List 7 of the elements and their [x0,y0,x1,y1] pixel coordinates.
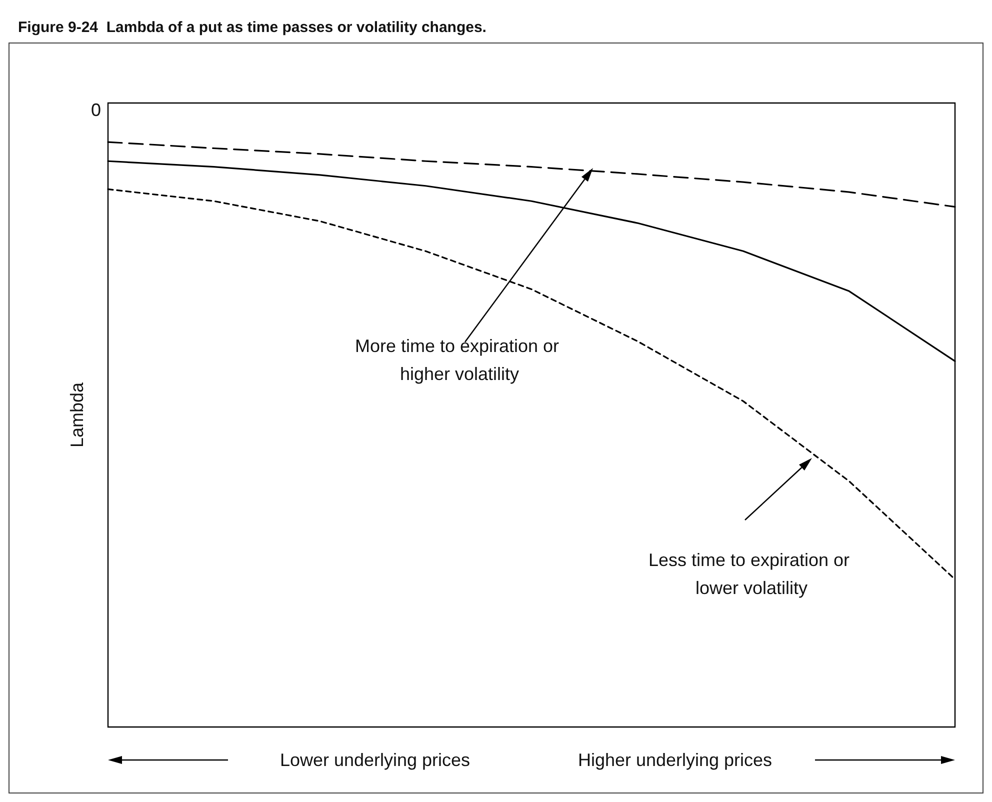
text: Higher underlying prices [578,750,772,770]
chart-title: Figure 9-24 Lambda of a put as time passes or volatility changes. [18,19,486,36]
text: 0 [90,100,102,120]
annotation: Less time to expiration or lower volatility [648,550,850,598]
y-axis-title: Lambda [67,381,87,448]
text: Lower underlying prices [280,750,470,770]
annotation: More time to expiration or higher volatility [354,336,560,384]
